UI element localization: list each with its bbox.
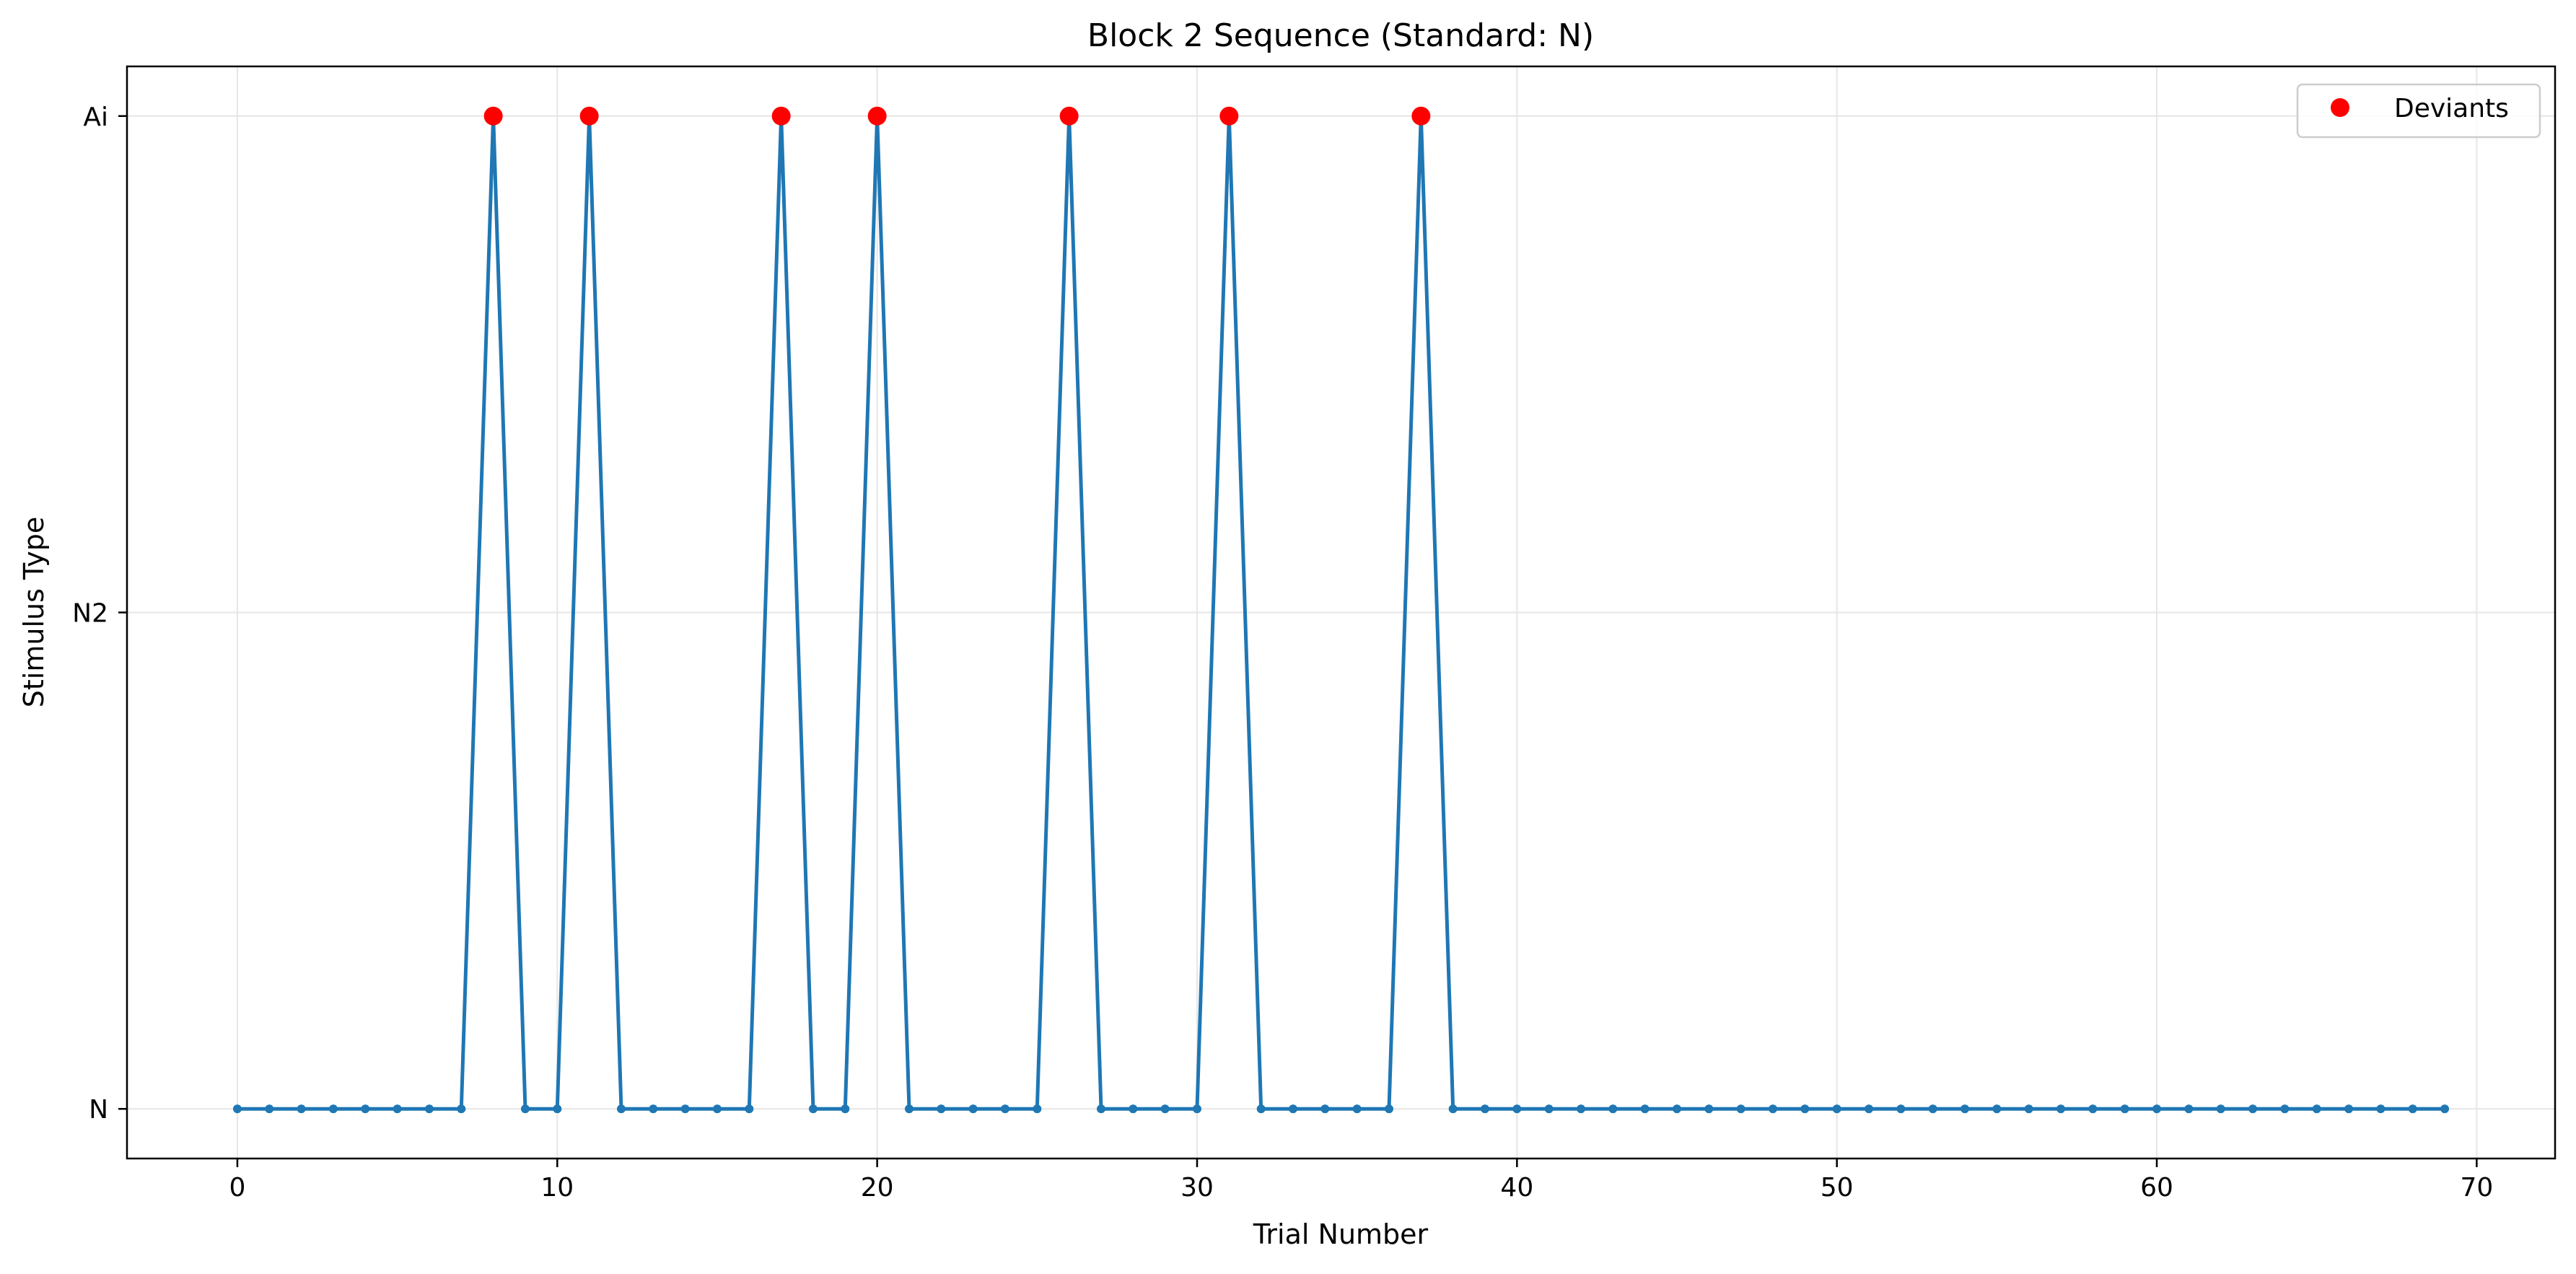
sequence-point [1736,1104,1745,1114]
sequence-point [808,1104,818,1114]
sequence-point [2088,1104,2098,1114]
sequence-point [2216,1104,2225,1114]
sequence-point [1832,1104,1841,1114]
sequence-point [424,1104,434,1114]
x-tick-label: 30 [1180,1173,1214,1203]
legend: Deviants [2296,83,2541,139]
x-tick-label: 40 [1500,1173,1533,1203]
sequence-point [904,1104,914,1114]
sequence-point [2248,1104,2258,1114]
sequence-point [361,1104,370,1114]
y-tick-label: N2 [72,599,108,629]
sequence-point [1577,1104,1586,1114]
x-axis-label: Trial Number [1253,1218,1429,1250]
sequence-point [745,1104,754,1114]
sequence-point [841,1104,850,1114]
sequence-point [2408,1104,2417,1114]
y-tick-label: N [89,1095,108,1125]
chart-title: Block 2 Sequence (Standard: N) [1087,17,1594,54]
legend-label-deviants: Deviants [2394,94,2509,123]
sequence-point [616,1104,626,1114]
sequence-point [2056,1104,2066,1114]
sequence-point [1288,1104,1297,1114]
sequence-point [1096,1104,1105,1114]
sequence-point [1544,1104,1554,1114]
legend-deviant-marker [2331,98,2349,117]
deviant-point [1219,106,1239,126]
sequence-point [2376,1104,2386,1114]
deviant-point [771,106,791,126]
sequence-point [2344,1104,2354,1114]
sequence-point [1673,1104,1682,1114]
y-axis-label: Stimulus Type [18,517,50,707]
x-axis-ticks: 0 10 20 30 40 50 60 70 [229,1159,2493,1203]
sequence-point [1865,1104,1874,1114]
sequence-point [393,1104,402,1114]
sequence-point [2440,1104,2450,1114]
deviant-point [483,106,503,126]
deviant-point [579,106,599,126]
sequence-point [712,1104,722,1114]
sequence-point [1320,1104,1330,1114]
sequence-point [1481,1104,1490,1114]
sequence-point [265,1104,274,1114]
sequence-point [1928,1104,1937,1114]
sequence-point [2152,1104,2162,1114]
sequence-point [1992,1104,2002,1114]
legend-box [2296,83,2541,139]
data-series [232,106,2450,1114]
x-tick-label: 70 [2460,1173,2493,1203]
y-tick-label: Ai [83,102,108,132]
sequence-point [1704,1104,1714,1114]
sequence-point [1256,1104,1266,1114]
sequence-point [1352,1104,1362,1114]
sequence-point [968,1104,978,1114]
sequence-point [553,1104,562,1114]
deviant-point [867,106,887,126]
sequence-point [1608,1104,1618,1114]
sequence-point [2024,1104,2033,1114]
sequence-point [328,1104,338,1114]
x-tick-label: 20 [861,1173,894,1203]
y-axis-ticks: N N2 Ai [72,102,127,1125]
x-tick-label: 60 [2140,1173,2173,1203]
sequence-point [232,1104,242,1114]
deviant-point [1411,106,1431,126]
sequence-point [1000,1104,1009,1114]
sequence-point [457,1104,466,1114]
sequence-point [1896,1104,1906,1114]
x-tick-label: 0 [229,1173,246,1203]
sequence-point [2280,1104,2290,1114]
sequence-point [1640,1104,1650,1114]
sequence-point [1961,1104,1970,1114]
sequence-point [1800,1104,1810,1114]
sequence-point [680,1104,690,1114]
sequence-point [520,1104,530,1114]
sequence-point [1448,1104,1458,1114]
sequence-point [297,1104,306,1114]
sequence-point [1385,1104,1394,1114]
sequence-point [1160,1104,1170,1114]
sequence-point [649,1104,658,1114]
sequence-point [1512,1104,1522,1114]
sequence-line [235,114,2447,1111]
sequence-point [1033,1104,1042,1114]
x-tick-label: 10 [540,1173,574,1203]
sequence-point [1129,1104,1138,1114]
deviant-point [1059,106,1079,126]
sequence-point [1769,1104,1778,1114]
sequence-point [937,1104,946,1114]
sequence-point [2120,1104,2129,1114]
x-tick-label: 50 [1821,1173,1854,1203]
sequence-point [1192,1104,1201,1114]
sequence-point [2312,1104,2321,1114]
sequence-point [2184,1104,2194,1114]
